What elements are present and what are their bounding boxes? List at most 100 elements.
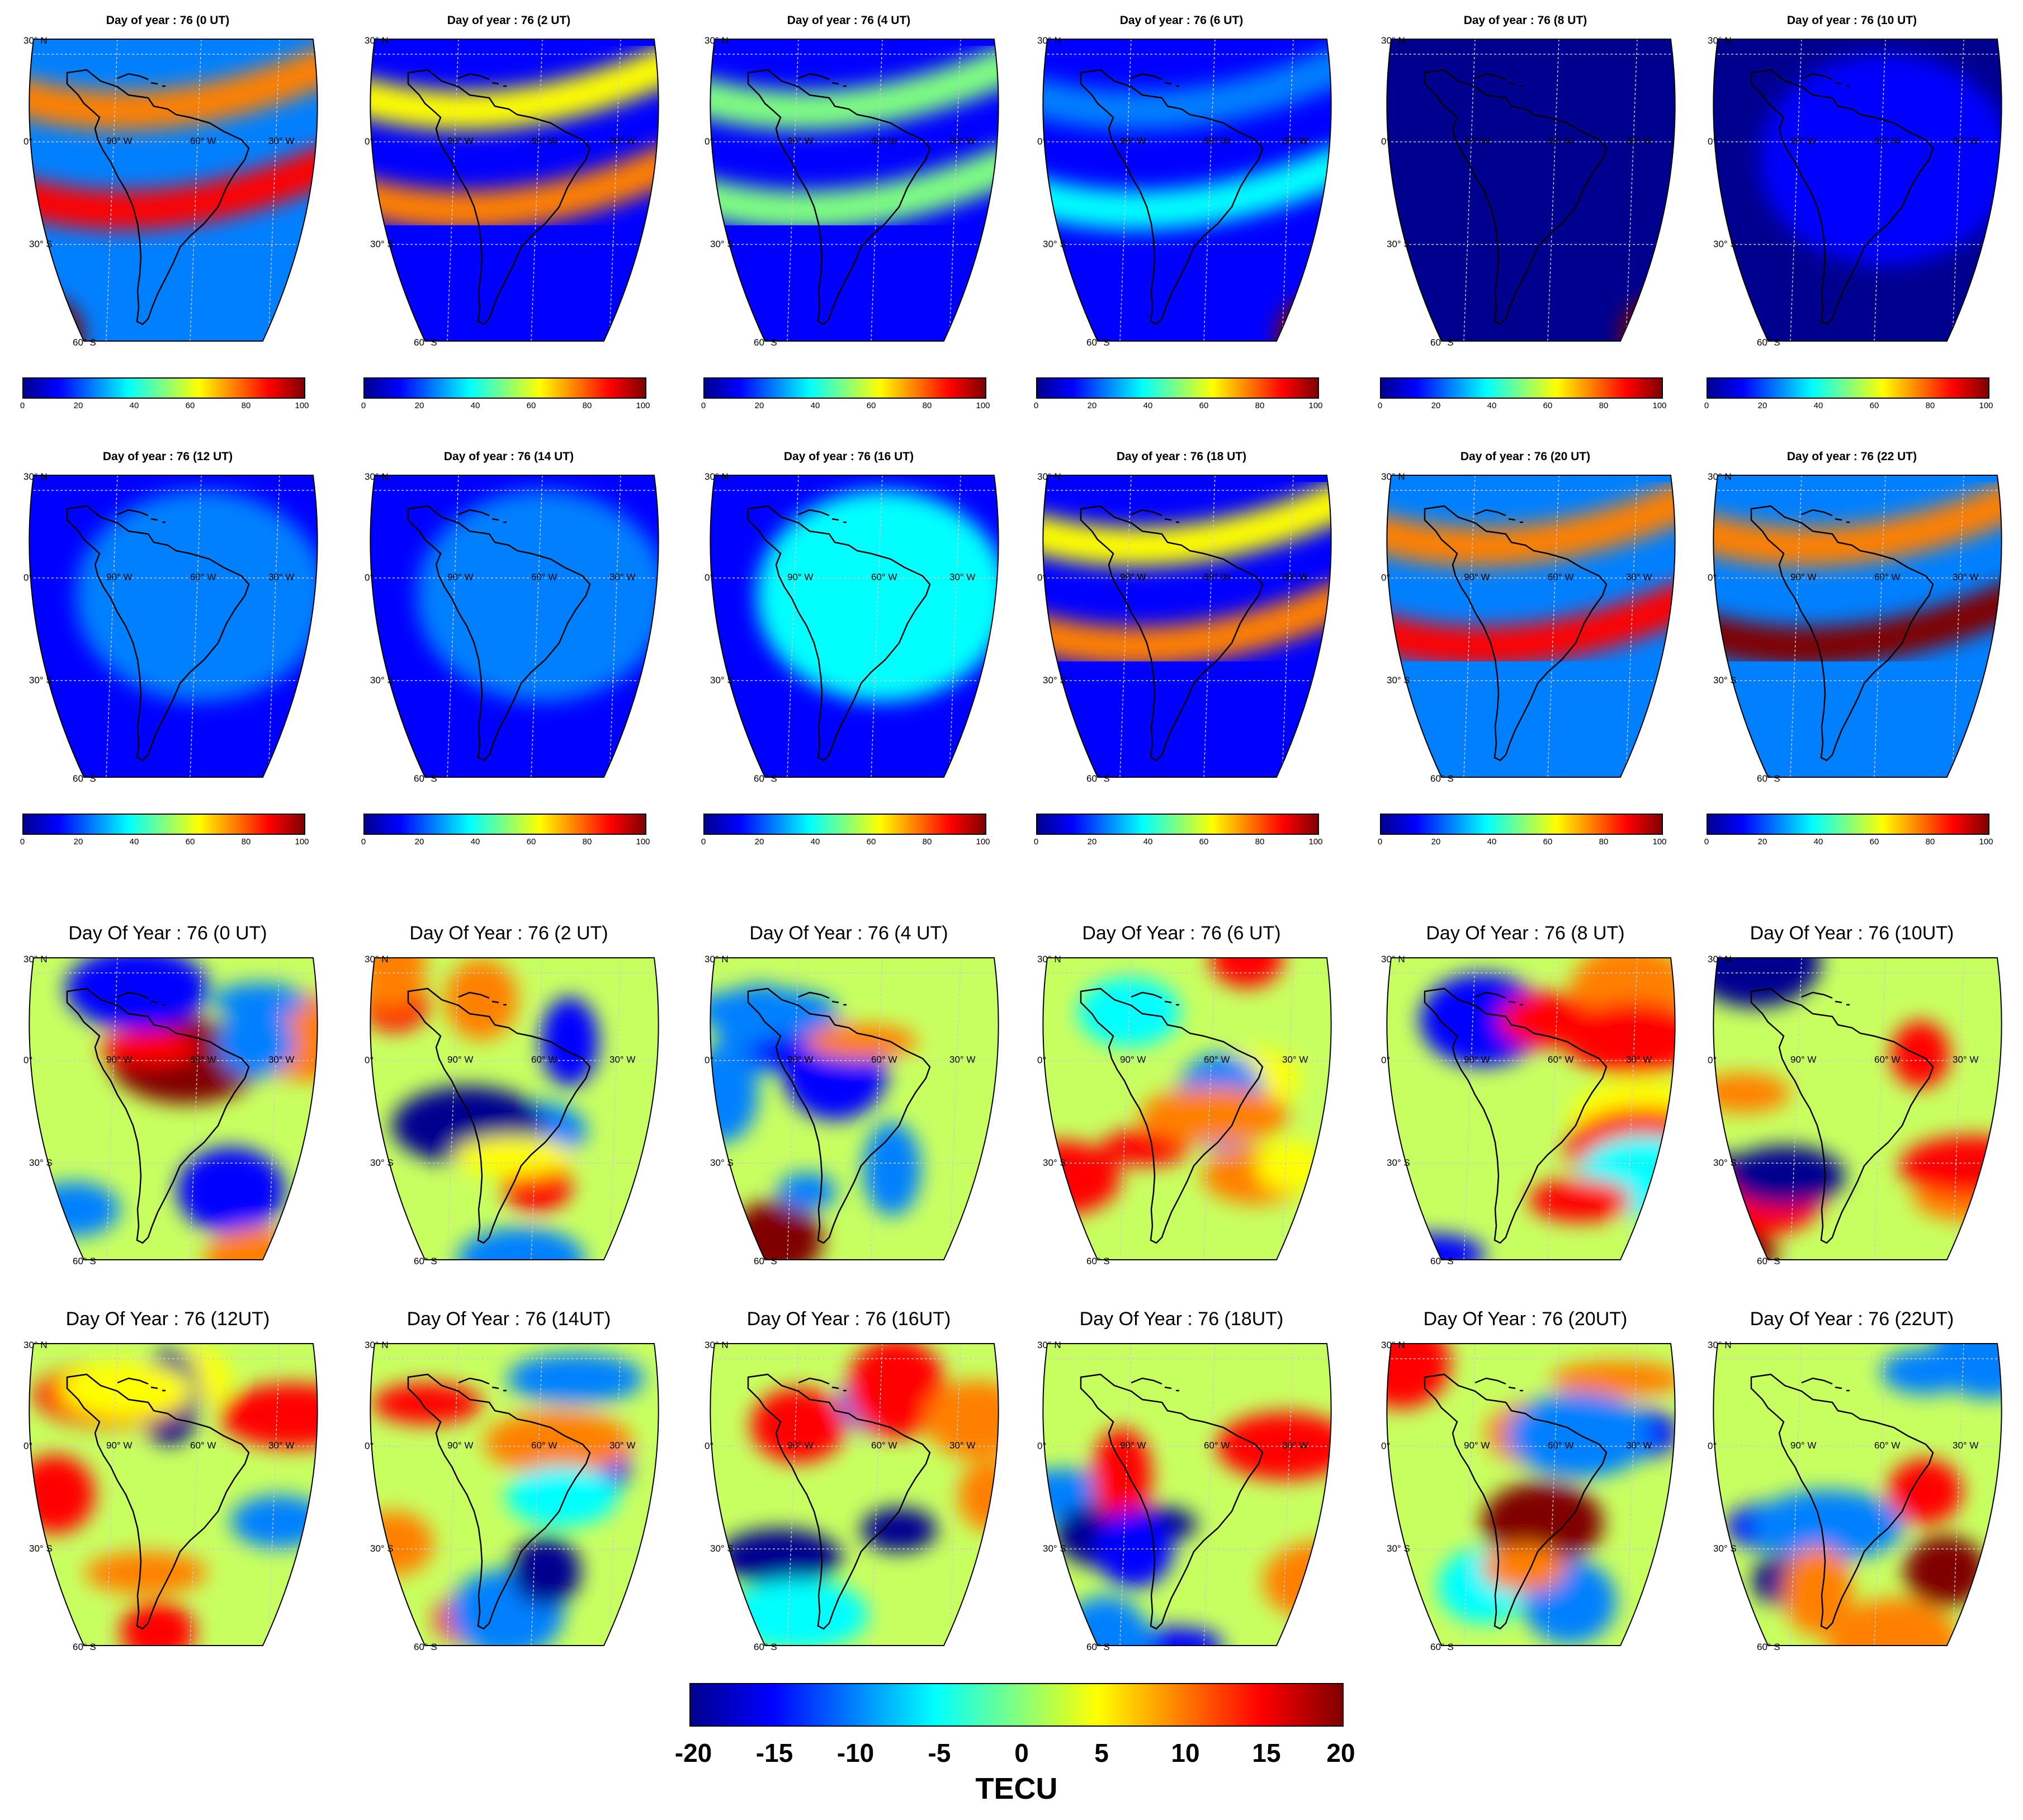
tec-colorbar: 0 20 40 60 80 100 [1034, 377, 1323, 411]
graticule-label: 90° W [447, 1055, 473, 1065]
tec-map-panel: Day of year : 76 (6 UT) 30° N 0° 30° S 60° S… [1034, 14, 1332, 417]
coastline [747, 987, 931, 1244]
colorbar-tick: 100 [1652, 401, 1667, 410]
graticule-label: 60° S [73, 1256, 96, 1266]
graticule-label: 60° W [1204, 572, 1230, 583]
colorbar-tick: 20 [1087, 401, 1097, 410]
graticule-label: 60° S [1086, 337, 1110, 348]
map-area: 30° N 0° 30° S 60° S 90° W 60° W 30° W [1707, 472, 2008, 786]
map-area: 30° N 0° 30° S 60° S 90° W 60° W 30° W [22, 955, 324, 1268]
graticule-label: 30° N [1708, 1341, 1732, 1350]
graticule-label: 60° W [1548, 572, 1573, 583]
coastline [1750, 505, 1934, 762]
graticule-label: 30° S [710, 1157, 734, 1168]
graticule-label: 60° W [871, 1440, 897, 1451]
graticule-label: 30° N [1037, 1341, 1061, 1350]
graticule-label: 30° S [370, 675, 394, 686]
tec-map-panel: Day of year : 76 (20 UT) 30° N 0° 30° S 60° … [1378, 450, 1676, 853]
graticule-label: 30° N [365, 955, 389, 965]
panel-title: Day of year : 76 (4 UT) [787, 14, 911, 27]
colorbar-tick: 80 [1925, 401, 1935, 410]
difference-map-panel: Day Of Year : 76 (4 UT) 30° N 0° 30° S 60° S… [703, 923, 999, 1269]
panel-title: Day Of Year : 76 (18UT) [1079, 1308, 1284, 1330]
colorbar-tick: 0 [361, 837, 366, 847]
colorbar-tick: 60 [526, 837, 536, 847]
colorbar-gradient [1707, 377, 1989, 399]
map-area: 30° N 0° 30° S 60° S 90° W 60° W 30° W [1036, 36, 1338, 349]
colorbar-tick: 20 [754, 401, 764, 410]
graticule-label: 30° S [1387, 675, 1410, 686]
colorbar-tick: 0 [1704, 401, 1709, 410]
panel-title: Day of year : 76 (14 UT) [443, 450, 574, 463]
difference-map-panel: Day Of Year : 76 (8 UT) 30° N 0° 30° S 60° S… [1380, 923, 1676, 1269]
difference-map-panel: Day Of Year : 76 (16UT) 30° N 0° 30° S 60° S… [703, 1308, 999, 1655]
coastline [1080, 69, 1264, 325]
graticule-label: 60° W [1548, 1055, 1573, 1065]
graticule-label: 30° W [1282, 1440, 1308, 1451]
colorbar-tick: 20 [1326, 1738, 1355, 1767]
graticule-label: 60° S [1430, 337, 1454, 348]
graticule-label: 30° W [268, 1055, 294, 1065]
colorbar-tick: 20 [1757, 837, 1767, 847]
colorbar-tick: 0 [20, 837, 25, 847]
graticule-label: 60° W [871, 136, 897, 146]
graticule-label: 30° S [710, 1543, 734, 1554]
colorbar-tick: 0 [701, 401, 706, 410]
colorbar-tick: 0 [1377, 401, 1383, 410]
graticule-label: 60° W [190, 1440, 216, 1451]
map-area: 30° N 0° 30° S 60° S 90° W 60° W 30° W [1036, 955, 1338, 1268]
graticule-label: 30° W [949, 572, 975, 583]
graticule-label: 30° W [609, 572, 635, 583]
graticule-label: 60° W [871, 572, 897, 583]
panel-title: Day Of Year : 76 (14UT) [407, 1308, 611, 1330]
graticule-label: 60° S [1430, 1256, 1454, 1266]
coastline [747, 505, 931, 762]
graticule-label: 30° S [29, 1157, 53, 1168]
panel-title: Day Of Year : 76 (20UT) [1423, 1308, 1628, 1330]
tec-map-panel: Day of year : 76 (2 UT) 30° N 0° 30° S 60° S… [361, 14, 659, 417]
tec-colorbar: 0 20 40 60 80 100 [20, 377, 309, 411]
graticule-label: 30° N [705, 36, 729, 46]
colorbar-tick: 40 [810, 401, 820, 410]
colorbar-tick: 5 [1094, 1738, 1109, 1767]
map-area: 30° N 0° 30° S 60° S 90° W 60° W 30° W [363, 1341, 665, 1654]
colorbar-tick: 20 [1087, 837, 1097, 847]
graticule-label: 30° S [1713, 1157, 1737, 1168]
graticule-label: 0° [1037, 136, 1046, 147]
colorbar-tick: 100 [1979, 837, 1993, 847]
panel-title: Day Of Year : 76 (10UT) [1750, 923, 1954, 944]
panel-title: Day Of Year : 76 (0 UT) [68, 923, 267, 944]
graticule-label: 60° S [1430, 773, 1454, 784]
graticule-label: 30° S [1387, 1543, 1410, 1554]
graticule-label: 30° N [1037, 472, 1061, 482]
graticule-label: 0° [1708, 573, 1717, 583]
tec-map-panel: Day of year : 76 (8 UT) 30° N 0° 30° S 60° S… [1377, 14, 1676, 417]
graticule-label: 30° S [1043, 239, 1066, 249]
graticule-label: 60° S [754, 337, 777, 348]
map-area: 30° N 0° 30° S 60° S 90° W 60° W 30° W [1380, 472, 1682, 786]
colorbar-tick: 40 [129, 837, 139, 847]
difference-map-panel: Day Of Year : 76 (2 UT) 30° N 0° 30° S 60° S… [363, 923, 659, 1269]
coastline [66, 505, 250, 762]
difference-map-panel: Day Of Year : 76 (0 UT) 30° N 0° 30° S 60° S… [22, 923, 318, 1269]
graticule-label: 30° N [705, 955, 729, 965]
graticule-label: 90° W [1464, 572, 1490, 583]
graticule-label: 60° W [531, 1440, 557, 1451]
tec-map-panel: Day of year : 76 (0 UT) 30° N 0° 30° S 60° S… [20, 14, 318, 417]
graticule-label: 90° W [106, 136, 132, 146]
graticule-label: 0° [23, 1055, 32, 1066]
tec-colorbar: 0 20 40 60 80 100 [20, 814, 309, 847]
colorbar-tick: 60 [1199, 837, 1209, 847]
graticule-label: 0° [1708, 1055, 1717, 1066]
map-area: 30° N 0° 30° S 60° S 90° W 60° W 30° W [1380, 1341, 1682, 1654]
colorbar-tick: 15 [1252, 1738, 1281, 1767]
colorbar-tick: -10 [836, 1738, 875, 1767]
colorbar-unit: TECU [975, 1772, 1058, 1805]
graticule-label: 0° [705, 136, 713, 147]
graticule-label: 90° W [1120, 1055, 1146, 1065]
graticule-label: 30° N [1708, 955, 1732, 965]
colorbar-gradient [1380, 377, 1663, 399]
colorbar-tick: 20 [1431, 837, 1441, 847]
colorbar-tick: 20 [73, 401, 83, 410]
difference-map-panel: Day Of Year : 76 (20UT) 30° N 0° 30° S 60° S… [1380, 1308, 1676, 1655]
